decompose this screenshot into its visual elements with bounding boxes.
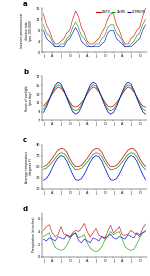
Y-axis label: Precipitation (in inches): Precipitation (in inches) xyxy=(32,217,36,252)
Y-axis label: Average temperature
(degrees F): Average temperature (degrees F) xyxy=(25,150,33,183)
Y-axis label: Invasive pneumococcal
disease rate
(per 100,000): Invasive pneumococcal disease rate (per … xyxy=(20,13,33,48)
Y-axis label: Hours of sunlight
(per day): Hours of sunlight (per day) xyxy=(25,86,33,111)
Text: a: a xyxy=(23,1,28,7)
Text: b: b xyxy=(23,69,28,75)
Legend: GA/TN, CA/MD, CT/MN/OR: GA/TN, CA/MD, CT/MN/OR xyxy=(95,9,147,15)
Text: d: d xyxy=(23,206,28,211)
Text: c: c xyxy=(23,137,27,143)
